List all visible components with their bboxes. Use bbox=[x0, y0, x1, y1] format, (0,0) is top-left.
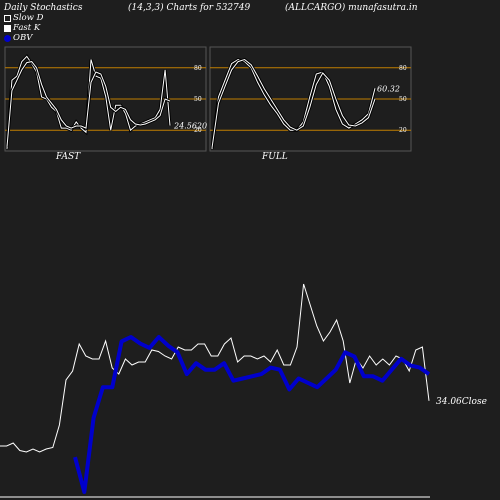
full-level-label-50: 50 bbox=[399, 96, 407, 103]
full-fast-k-shadow bbox=[210, 57, 377, 150]
obv-line bbox=[73, 335, 431, 494]
full-slow-d-line bbox=[211, 58, 376, 148]
legend-slow-d: Slow D bbox=[4, 13, 43, 23]
full-level-label-20: 20 bbox=[399, 127, 407, 134]
fast-level-label-20: 20 bbox=[194, 127, 202, 134]
fast-level-label-80: 80 bbox=[194, 65, 202, 72]
legend-fast-k-label: Fast K bbox=[13, 23, 41, 33]
legend-slow-d-label: Slow D bbox=[13, 13, 44, 23]
legend-obv-label: OBV bbox=[13, 33, 33, 43]
chart-source: (ALLCARGO) munafasutra.in bbox=[285, 3, 418, 13]
full-panel-label: FULL bbox=[262, 152, 288, 162]
full-slow-d-shadow bbox=[210, 57, 377, 149]
full-fast-k-line bbox=[211, 58, 376, 149]
legend-fast-k: Fast K bbox=[4, 23, 40, 33]
chart-title: Daily Stochastics bbox=[4, 3, 83, 13]
chart-params: (14,3,3) Charts for 532749 bbox=[128, 3, 251, 13]
fast-k-swatch bbox=[4, 24, 11, 32]
close-last-value: 34.06Close bbox=[436, 397, 487, 407]
legend-obv: OBV bbox=[4, 33, 32, 43]
fast-level-label-50: 50 bbox=[194, 96, 202, 103]
slow-d-swatch bbox=[4, 14, 11, 22]
obv-swatch bbox=[4, 34, 11, 42]
fast-slow-d-line bbox=[6, 61, 171, 147]
full-level-label-80: 80 bbox=[399, 65, 407, 72]
full-last-value: 60.32 bbox=[377, 84, 400, 93]
fast-panel-label: FAST bbox=[56, 152, 81, 162]
fast-last-value: 24.5620 bbox=[173, 121, 207, 130]
